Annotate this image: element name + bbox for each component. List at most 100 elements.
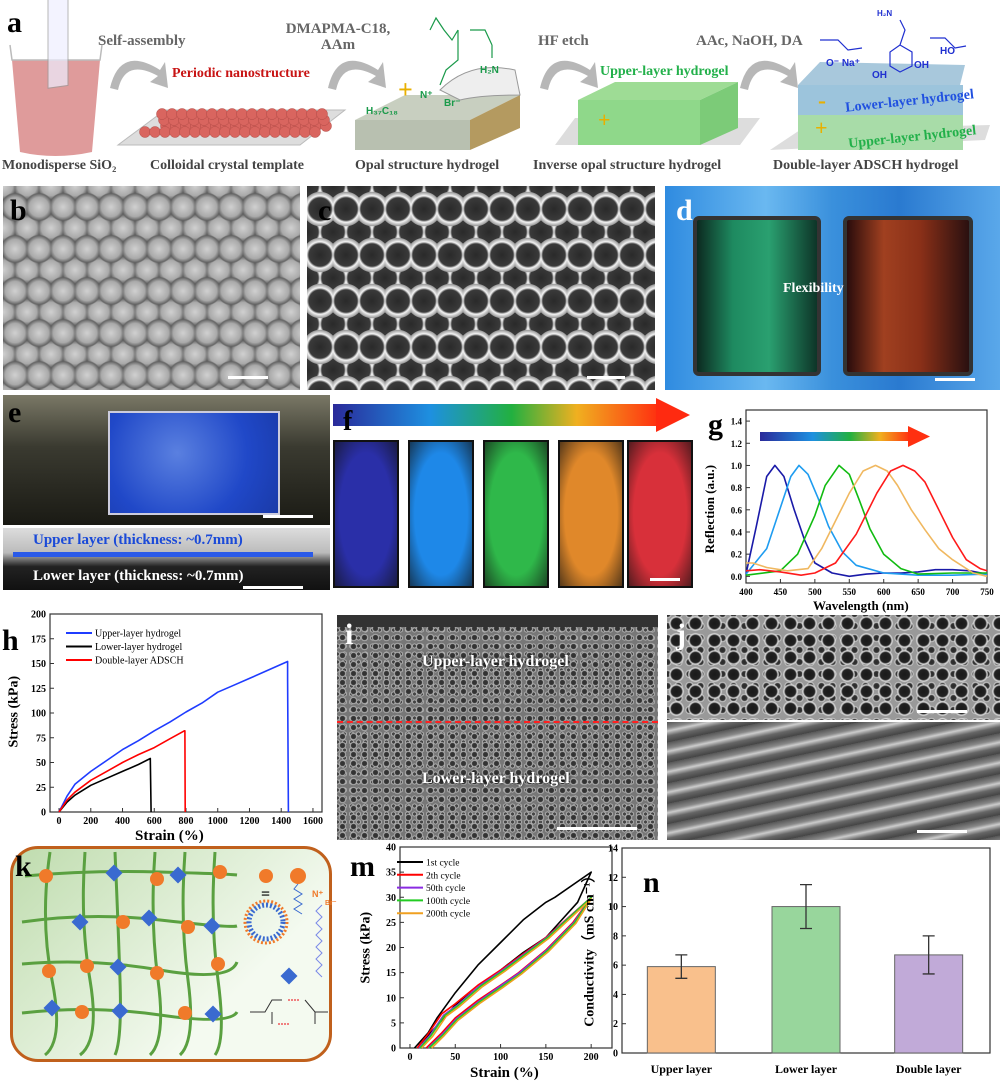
chart-g: 0.0 0.2 0.4 0.6 0.8 1.0 1.2 1.4 400 450 500 550 600 6… bbox=[731, 409, 994, 597]
caption-double-layer-hydrogel: Double-layer ADSCH hydrogel bbox=[773, 158, 959, 173]
chem-n-plus: N⁺ bbox=[420, 90, 433, 101]
label-lower-layer-sem: Lower-layer hydrogel bbox=[422, 770, 570, 787]
category-label: Upper layer bbox=[651, 1062, 713, 1076]
y-tick-label: 1.0 bbox=[731, 461, 743, 471]
legend-micelle-icon bbox=[259, 869, 273, 883]
y-tick-label: 4 bbox=[613, 990, 618, 1001]
silica-sphere bbox=[309, 126, 321, 138]
legend-label: 2th cycle bbox=[426, 871, 461, 881]
y-tick-label: 0 bbox=[613, 1049, 618, 1060]
silica-sphere bbox=[189, 126, 201, 138]
chem-h2n: H₂N bbox=[480, 65, 499, 76]
color-swatch-2 bbox=[408, 440, 474, 588]
label-upper-layer-inverse: Upper-layer hydrogel bbox=[600, 64, 729, 79]
label-periodic-nanostructure: Periodic nanostructure bbox=[172, 66, 310, 81]
scale-bar bbox=[917, 830, 967, 833]
series-line-peak-628-nm bbox=[745, 464, 988, 577]
y-tick-label: 125 bbox=[31, 684, 46, 695]
label-flexibility: Flexibility bbox=[783, 281, 844, 296]
series-line-2th-cycle bbox=[416, 896, 593, 1049]
chart-m: 0 5 10 15 20 25 30 35 40 0 50 100 150 200 1st cycle 2th… bbox=[386, 843, 613, 1063]
silica-sphere bbox=[156, 108, 168, 120]
series-line-100th-cycle bbox=[419, 896, 593, 1049]
y-tick-label: 50 bbox=[36, 758, 46, 769]
y-tick-label: 25 bbox=[386, 918, 396, 929]
panel-label-i: i bbox=[345, 618, 354, 651]
silica-sphere bbox=[266, 108, 278, 120]
photo-double-layer-cross-section: Upper layer (thickness: ~0.7mm) Lower la… bbox=[3, 528, 330, 590]
dmapma-molecule-icon bbox=[429, 16, 493, 86]
x-tick-label: 100 bbox=[493, 1052, 508, 1063]
panel-label-h: h bbox=[2, 624, 19, 657]
chart-h: 0 25 50 75 100 125 150 175 200 0 200 400 600 800 1000 1… bbox=[31, 610, 323, 828]
h-ylabel: Stress (kPa) bbox=[6, 675, 22, 748]
legend-label: 100th cycle bbox=[426, 897, 470, 907]
sem-image-lower-layer bbox=[667, 722, 1000, 840]
y-tick-label: 40 bbox=[386, 843, 396, 854]
m-xlabel: Strain (%) bbox=[470, 1065, 539, 1081]
plot-frame bbox=[399, 846, 613, 1049]
y-tick-label: 25 bbox=[36, 783, 46, 794]
x-tick-label: 600 bbox=[147, 816, 162, 827]
bar-upper-layer bbox=[646, 966, 716, 1054]
series-line-peak-588-nm bbox=[746, 464, 988, 578]
x-tick-label: 600 bbox=[877, 587, 891, 597]
x-tick-label: 550 bbox=[843, 587, 857, 597]
silica-sphere bbox=[226, 108, 238, 120]
color-swatch-1 bbox=[333, 440, 399, 588]
silica-sphere bbox=[296, 108, 308, 120]
silica-sphere bbox=[209, 126, 221, 138]
chem-br-k: Br⁻ bbox=[325, 900, 337, 907]
panel-label-g: g bbox=[708, 408, 723, 441]
plot-frame bbox=[621, 847, 991, 1054]
arrow-head-icon bbox=[908, 426, 930, 447]
sem-top-edge bbox=[337, 615, 658, 627]
step-self-assembly: Self-assembly bbox=[98, 33, 186, 49]
colloidal-crystal-template bbox=[116, 108, 347, 146]
x-tick-label: 450 bbox=[774, 587, 788, 597]
legend-label: Double-layer ADSCH bbox=[95, 656, 184, 667]
hydrogen-bond-icon bbox=[250, 999, 328, 1025]
scale-bar bbox=[650, 578, 680, 581]
silica-sphere bbox=[289, 126, 301, 138]
bar-lower-layer bbox=[771, 906, 841, 1054]
plus-charge-inverse: + bbox=[598, 107, 611, 132]
opal-hydrogel-block bbox=[355, 67, 521, 150]
y-tick-label: 0.6 bbox=[731, 505, 743, 515]
network-diagram bbox=[21, 851, 328, 1057]
x-tick-label: 650 bbox=[911, 587, 925, 597]
legend-label: 50th cycle bbox=[426, 884, 465, 894]
silica-sphere bbox=[166, 108, 178, 120]
curved-arrow-icon bbox=[110, 60, 798, 90]
y-tick-label: 150 bbox=[31, 659, 46, 670]
panel-label-e: e bbox=[8, 396, 22, 429]
photo-double-layer-top-view bbox=[3, 395, 330, 525]
silica-sphere bbox=[249, 126, 261, 138]
series-line-peak-442-nm bbox=[745, 464, 988, 578]
caption-inverse-opal-hydrogel: Inverse opal structure hydrogel bbox=[533, 158, 722, 173]
label-lower-layer-thickness: Lower layer (thickness: ~0.7mm) bbox=[33, 568, 244, 584]
silica-sphere bbox=[286, 108, 298, 120]
chem-oh-1: OH bbox=[914, 60, 929, 71]
network-diagram-box bbox=[10, 846, 332, 1062]
double-layer-hydrogel-block bbox=[770, 62, 990, 150]
panel-label-b: b bbox=[10, 194, 27, 227]
color-gradient-arrow bbox=[333, 404, 658, 426]
arrow-head-icon bbox=[656, 398, 690, 432]
silica-sphere bbox=[196, 108, 208, 120]
series-line-peak-477-nm bbox=[745, 464, 988, 577]
panel-a-schematic bbox=[9, 0, 990, 156]
panel-label-a: a bbox=[7, 6, 22, 39]
y-tick-label: 200 bbox=[31, 610, 46, 621]
chem-br: Br⁻ bbox=[444, 98, 461, 109]
micelle-icon bbox=[246, 902, 286, 942]
panel-label-d: d bbox=[676, 194, 693, 227]
x-tick-label: 400 bbox=[739, 587, 753, 597]
y-tick-label: 6 bbox=[613, 961, 618, 972]
scale-bar bbox=[228, 376, 268, 379]
step-hf-etch: HF etch bbox=[538, 33, 589, 49]
color-swatch-5 bbox=[627, 440, 693, 588]
x-tick-label: 1000 bbox=[208, 816, 228, 827]
caption-colloidal-template: Colloidal crystal template bbox=[150, 158, 304, 173]
y-tick-label: 14 bbox=[608, 844, 618, 855]
